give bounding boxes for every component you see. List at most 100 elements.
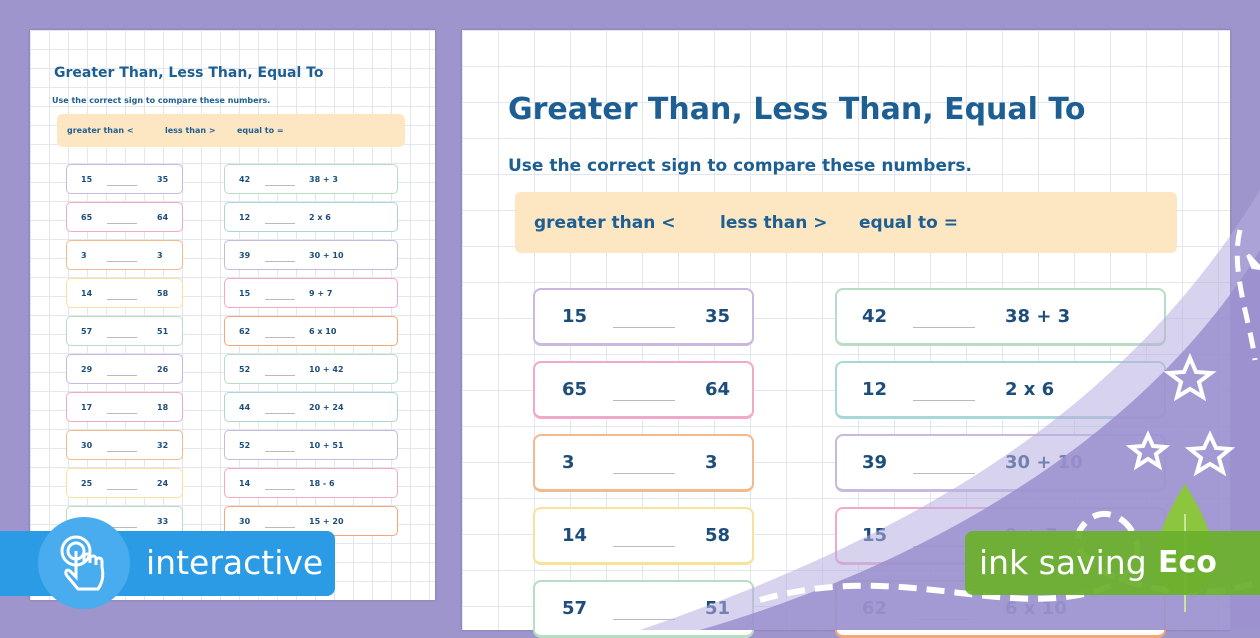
left-value: 57 — [562, 598, 588, 619]
comparison-row: 62 6 x 10 — [224, 316, 398, 346]
answer-blank[interactable] — [613, 327, 675, 328]
answer-blank[interactable] — [107, 223, 137, 224]
comparison-row: 39 30 + 10 — [224, 240, 398, 270]
comparison-row: 15 35 — [66, 164, 183, 194]
answer-blank[interactable] — [913, 327, 975, 328]
left-value: 14 — [239, 478, 251, 488]
left-value: 42 — [862, 306, 888, 327]
comparison-row: 65 64 — [533, 361, 754, 419]
worksheet-title: Greater Than, Less Than, Equal To — [54, 65, 324, 81]
worksheet-instruction: Use the correct sign to compare these nu… — [52, 96, 271, 105]
interactive-badge: interactive — [0, 517, 335, 609]
left-value: 3 — [81, 250, 87, 260]
answer-blank[interactable] — [913, 473, 975, 474]
answer-blank[interactable] — [265, 375, 295, 376]
answer-blank[interactable] — [613, 619, 675, 620]
left-value: 30 — [81, 440, 93, 450]
eco-label: Eco — [1158, 545, 1217, 580]
left-value: 15 — [239, 288, 251, 298]
key-greater: greater than < — [67, 126, 134, 135]
comparison-row: 57 51 — [66, 316, 183, 346]
comparison-row: 17 18 — [66, 392, 183, 422]
answer-blank[interactable] — [265, 185, 295, 186]
ink-saving-badge: ink saving Eco — [965, 531, 1260, 595]
worksheet-title: Greater Than, Less Than, Equal To — [508, 92, 1086, 127]
left-value: 30 — [239, 516, 251, 526]
left-value: 14 — [81, 288, 93, 298]
right-value: 15 + 20 — [309, 516, 344, 526]
answer-blank[interactable] — [107, 413, 137, 414]
right-value: 64 — [705, 379, 731, 400]
answer-blank[interactable] — [265, 261, 295, 262]
right-value: 51 — [157, 326, 169, 336]
answer-blank[interactable] — [613, 400, 675, 401]
left-value: 42 — [239, 174, 251, 184]
left-value: 57 — [81, 326, 93, 336]
answer-blank[interactable] — [265, 451, 295, 452]
answer-blank[interactable] — [107, 375, 137, 376]
touch-hand-icon — [38, 517, 130, 609]
left-value: 12 — [239, 212, 251, 222]
right-value: 2 x 6 — [309, 212, 331, 222]
worksheet-thumbnail: Greater Than, Less Than, Equal To Use th… — [30, 30, 435, 600]
right-value: 10 + 42 — [309, 364, 344, 374]
comparison-row: 52 10 + 42 — [224, 354, 398, 384]
comparison-row: 25 24 — [66, 468, 183, 498]
left-value: 15 — [81, 174, 93, 184]
key-equal: equal to = — [237, 126, 284, 135]
comparison-row: 29 26 — [66, 354, 183, 384]
right-value: 2 x 6 — [1005, 379, 1055, 400]
left-value: 39 — [239, 250, 251, 260]
comparison-row: 14 58 — [533, 507, 754, 565]
right-value: 18 — [157, 402, 169, 412]
answer-blank[interactable] — [913, 400, 975, 401]
comparison-row: 15 9 + 7 — [224, 278, 398, 308]
right-value: 35 — [705, 306, 731, 327]
right-value: 58 — [705, 525, 731, 546]
comparison-row: 12 2 x 6 — [224, 202, 398, 232]
comparison-row: 14 58 — [66, 278, 183, 308]
comparison-row: 15 35 — [533, 288, 754, 346]
right-value: 38 + 3 — [309, 174, 338, 184]
right-value: 64 — [157, 212, 169, 222]
answer-blank[interactable] — [265, 223, 295, 224]
answer-blank[interactable] — [107, 299, 137, 300]
right-value: 18 - 6 — [309, 478, 335, 488]
left-value: 14 — [562, 525, 588, 546]
answer-blank[interactable] — [265, 413, 295, 414]
answer-blank[interactable] — [107, 489, 137, 490]
sign-key: greater than < less than > equal to = — [57, 114, 405, 147]
left-value: 44 — [239, 402, 251, 412]
left-value: 3 — [562, 452, 575, 473]
left-value: 62 — [239, 326, 251, 336]
right-value: 33 — [157, 516, 169, 526]
comparison-row: 42 38 + 3 — [224, 164, 398, 194]
left-value: 17 — [81, 402, 93, 412]
left-value: 52 — [239, 440, 251, 450]
answer-blank[interactable] — [107, 337, 137, 338]
key-equal: equal to = — [859, 212, 958, 233]
answer-blank[interactable] — [265, 337, 295, 338]
worksheet-instruction: Use the correct sign to compare these nu… — [508, 156, 972, 176]
key-less: less than > — [720, 212, 828, 233]
right-value: 9 + 7 — [309, 288, 333, 298]
answer-blank[interactable] — [107, 261, 137, 262]
left-value: 65 — [81, 212, 93, 222]
answer-blank[interactable] — [107, 451, 137, 452]
answer-blank[interactable] — [265, 527, 295, 528]
answer-blank[interactable] — [613, 473, 675, 474]
right-value: 3 — [705, 452, 718, 473]
right-value: 35 — [157, 174, 169, 184]
comparison-row: 14 18 - 6 — [224, 468, 398, 498]
right-value: 6 x 10 — [309, 326, 337, 336]
answer-blank[interactable] — [107, 527, 137, 528]
answer-blank[interactable] — [107, 185, 137, 186]
right-value: 26 — [157, 364, 169, 374]
answer-blank[interactable] — [265, 299, 295, 300]
right-value: 38 + 3 — [1005, 306, 1071, 327]
answer-blank[interactable] — [265, 489, 295, 490]
answer-blank[interactable] — [613, 546, 675, 547]
comparison-row: 44 20 + 24 — [224, 392, 398, 422]
